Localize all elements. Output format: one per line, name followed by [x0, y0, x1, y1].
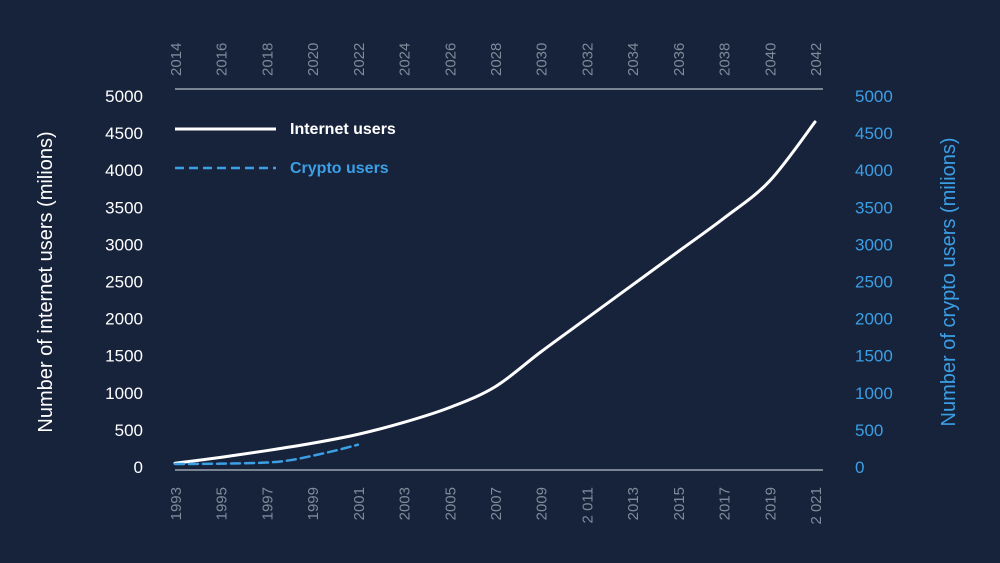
top-x-tick-label: 2036: [671, 43, 688, 76]
bottom-x-tick-label: 2001: [351, 487, 368, 520]
right-y-tick-label: 3000: [855, 235, 893, 254]
right-y-tick-label: 1500: [855, 347, 893, 366]
right-y-tick-label: 4000: [855, 161, 893, 180]
bottom-x-tick-label: 2005: [442, 487, 459, 520]
left-y-tick-label: 4000: [105, 161, 143, 180]
series-layer: [173, 120, 817, 466]
top-x-tick-label: 2016: [214, 43, 231, 76]
left-y-tick-label: 2000: [105, 310, 143, 329]
bottom-x-tick-label: 2 011: [579, 487, 596, 523]
left-y-tick-label: 1000: [105, 384, 143, 403]
left-y-tick-label: 5000: [105, 87, 143, 106]
bottom-x-tick-label: 1999: [305, 487, 322, 520]
top-x-tick-label: 2024: [397, 43, 414, 76]
top-x-tick-label: 2014: [168, 43, 185, 76]
right-y-tick-label: 0: [855, 458, 864, 477]
top-x-tick-label: 2026: [442, 43, 459, 76]
left-y-tick-label: 500: [115, 421, 143, 440]
series-line-internet-users: [173, 120, 817, 465]
left-y-tick-label: 3000: [105, 235, 143, 254]
right-y-tick-label: 2000: [855, 310, 893, 329]
top-x-tick-label: 2018: [259, 43, 276, 76]
left-y-tick-label: 4500: [105, 124, 143, 143]
left-y-tick-label: 2500: [105, 273, 143, 292]
top-x-tick-label: 2030: [534, 43, 551, 76]
bottom-x-tick-label: 1993: [168, 487, 185, 520]
top-x-tick-label: 2020: [305, 43, 322, 76]
bottom-x-tick-label: 2015: [671, 487, 688, 520]
top-x-tick-label: 2034: [625, 43, 642, 76]
bottom-x-tick-label: 2 021: [808, 487, 825, 525]
legend: Internet users Crypto users: [175, 121, 396, 177]
bottom-x-tick-label: 2009: [534, 487, 551, 520]
bottom-x-tick-label: 2019: [762, 487, 779, 520]
right-y-tick-label: 2500: [855, 273, 893, 292]
legend-label-crypto-users: Crypto users: [290, 160, 389, 177]
bottom-x-tick-label: 2007: [488, 487, 505, 520]
top-x-tick-label: 2032: [579, 43, 596, 76]
left-y-tick-label: 3500: [105, 198, 143, 217]
legend-label-internet-users: Internet users: [290, 121, 396, 138]
top-x-tick-label: 2040: [762, 43, 779, 76]
top-x-tick-label: 2022: [351, 43, 368, 76]
right-y-tick-label: 500: [855, 421, 883, 440]
bottom-x-tick-label: 2003: [397, 487, 414, 520]
right-axis-title: Number of crypto users (milions): [938, 138, 960, 427]
top-x-tick-label: 2042: [808, 43, 825, 76]
left-axis-title: Number of internet users (milions): [35, 131, 57, 432]
axes-layer: 0500100015002000250030003500400045005000…: [105, 43, 893, 525]
right-y-tick-label: 1000: [855, 384, 893, 403]
bottom-x-tick-label: 1997: [259, 487, 276, 520]
left-y-tick-label: 0: [134, 458, 143, 477]
bottom-x-tick-label: 2013: [625, 487, 642, 520]
bottom-x-tick-label: 1995: [214, 487, 231, 520]
right-y-tick-label: 3500: [855, 198, 893, 217]
top-x-tick-label: 2038: [717, 43, 734, 76]
bottom-x-tick-label: 2017: [717, 487, 734, 520]
right-y-tick-label: 4500: [855, 124, 893, 143]
left-y-tick-label: 1500: [105, 347, 143, 366]
top-x-tick-label: 2028: [488, 43, 505, 76]
right-y-tick-label: 5000: [855, 87, 893, 106]
series-line-crypto-users: [173, 443, 360, 466]
